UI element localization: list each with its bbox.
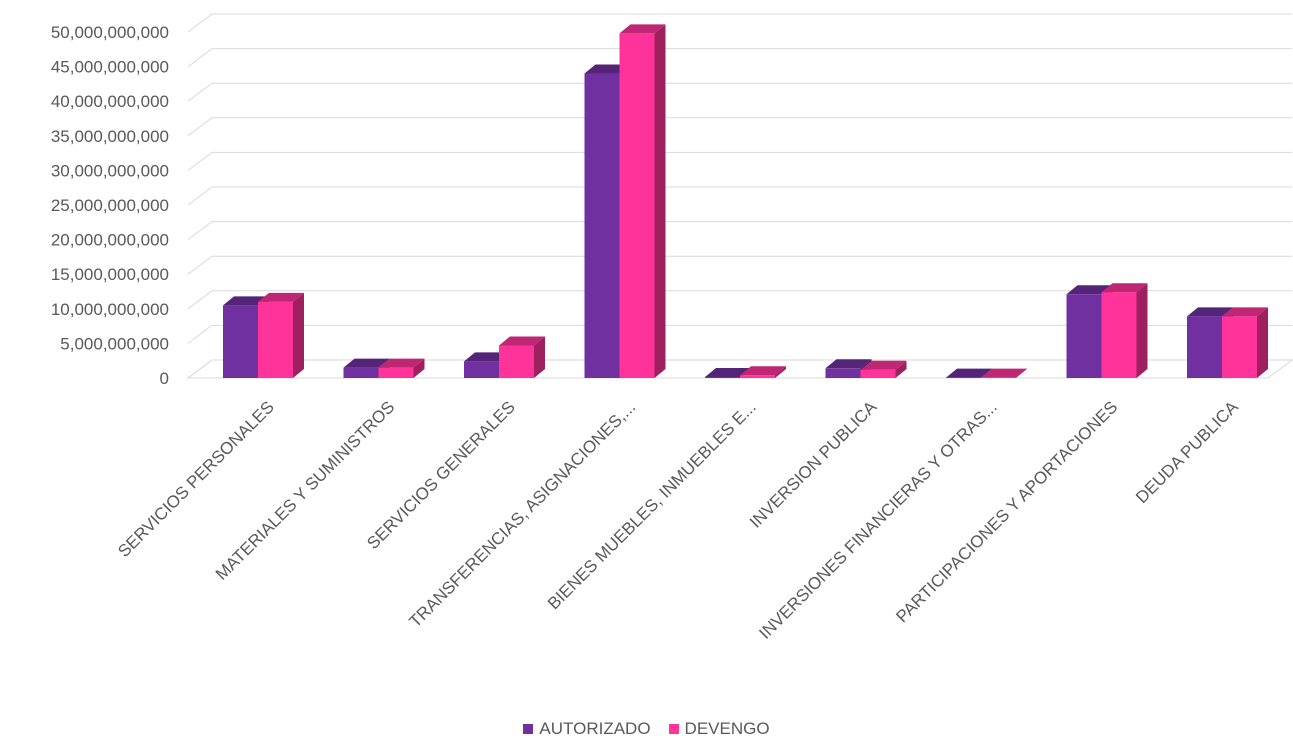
bar-devengo	[258, 293, 304, 378]
y-axis: 0 5,000,000,000 10,000,000,000 15,000,000,0…	[51, 23, 169, 388]
gridline	[188, 222, 1292, 240]
legend: AUTORIZADO DEVENGO	[0, 718, 1293, 740]
bar-devengo	[620, 24, 666, 378]
gridline	[188, 83, 1292, 101]
bar-front	[1222, 316, 1257, 378]
y-tick-label: 25,000,000,000	[51, 196, 169, 215]
bar-front	[258, 302, 293, 378]
legend-item-devengo: DEVENGO	[669, 719, 770, 739]
bar-front	[499, 345, 534, 378]
gridline	[188, 187, 1292, 205]
bar-side	[293, 293, 304, 378]
y-tick-label: 15,000,000,000	[51, 265, 169, 284]
bar-front	[223, 305, 258, 378]
bar-front	[344, 368, 379, 378]
gridline	[188, 14, 1292, 32]
bar-devengo	[499, 336, 545, 378]
bar-side	[655, 24, 666, 378]
y-tick-label: 35,000,000,000	[51, 127, 169, 146]
bar-front	[379, 368, 414, 378]
bar-front	[1187, 316, 1222, 378]
bar-front	[826, 368, 861, 378]
y-tick-label: 10,000,000,000	[51, 300, 169, 319]
gridline	[188, 49, 1292, 67]
x-tick-label: TRANSFERENCIAS, ASIGNACIONES,...	[405, 397, 639, 631]
y-tick-label: 50,000,000,000	[51, 23, 169, 42]
bar-front	[464, 361, 499, 378]
y-tick-label: 20,000,000,000	[51, 231, 169, 250]
x-tick-label: PARTICIPACIONES Y APORTACIONES	[892, 397, 1121, 626]
gridline	[188, 152, 1292, 170]
y-tick-label: 5,000,000,000	[60, 334, 169, 353]
legend-item-autorizado: AUTORIZADO	[523, 719, 650, 739]
x-tick-label: BIENES MUEBLES, INMUEBLES E...	[544, 397, 760, 613]
legend-label-devengo: DEVENGO	[685, 719, 770, 739]
bar-devengo	[1222, 307, 1268, 378]
gridline	[188, 256, 1292, 274]
y-tick-label: 0	[160, 369, 169, 388]
bar-devengo	[1102, 283, 1148, 378]
bar-front	[1067, 294, 1102, 378]
bar-front	[585, 74, 620, 378]
y-tick-label: 40,000,000,000	[51, 92, 169, 111]
x-tick-label: INVERSION PUBLICA	[746, 397, 881, 532]
bar-front	[740, 375, 775, 378]
x-tick-label: DEUDA PUBLICA	[1132, 397, 1242, 507]
x-tick-label: INVERSIONES FINANCIERAS Y OTRAS...	[755, 397, 1000, 642]
bar-front	[620, 33, 655, 378]
bar-front	[861, 370, 896, 378]
y-tick-label: 45,000,000,000	[51, 58, 169, 77]
bar-side	[1137, 283, 1148, 378]
bar-front	[1102, 292, 1137, 378]
bar-front	[705, 377, 740, 378]
legend-swatch-autorizado	[523, 724, 533, 734]
gridline	[188, 118, 1292, 136]
legend-swatch-devengo	[669, 724, 679, 734]
y-tick-label: 30,000,000,000	[51, 161, 169, 180]
bar-side	[1257, 307, 1268, 378]
legend-label-autorizado: AUTORIZADO	[539, 719, 650, 739]
